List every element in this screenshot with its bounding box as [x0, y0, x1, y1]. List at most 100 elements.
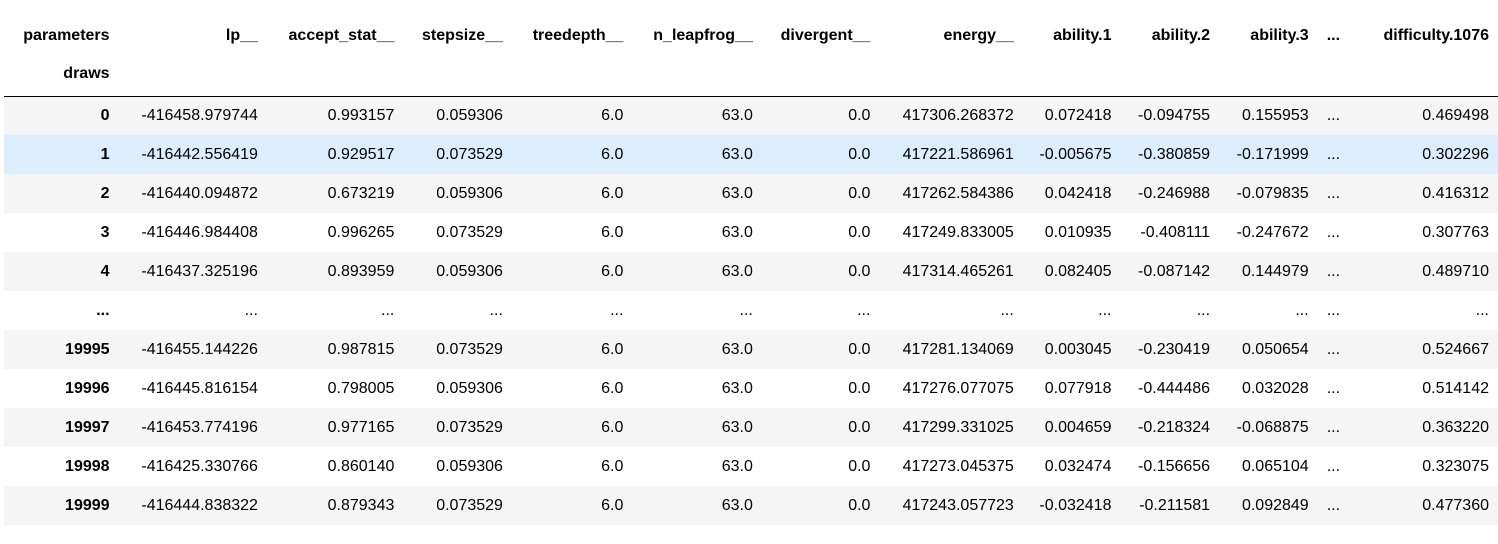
table-cell: 6.0: [601, 262, 624, 280]
table-cell: 0.363220: [1422, 418, 1489, 436]
table-cell: -0.246988: [1138, 184, 1211, 202]
row-index: 4: [100, 262, 110, 280]
table-cell: ...: [739, 301, 753, 319]
table-row: 19999 -416444.838322 0.879343 0.073529 6.0 63…: [4, 486, 1498, 525]
table-cell: 6.0: [601, 145, 624, 163]
table-cell: 0.065104: [1241, 457, 1309, 475]
table-cell: 0.524667: [1422, 340, 1489, 358]
table-cell: -416445.816154: [141, 379, 258, 397]
row-index: 19998: [65, 457, 110, 475]
table-cell: 0.477360: [1422, 496, 1489, 514]
table-cell: ...: [489, 301, 503, 319]
table-cell: 0.059306: [436, 379, 503, 397]
table-cell: 0.977165: [327, 418, 395, 436]
table-cell: 63.0: [721, 223, 753, 241]
table-cell: 0.416312: [1422, 184, 1489, 202]
table-cell: 0.073529: [436, 340, 503, 358]
column-header: treedepth__: [532, 27, 624, 44]
ellipsis-row: .......................................: [4, 291, 1498, 330]
table-cell: 63.0: [721, 340, 753, 358]
column-header: ability.1: [1053, 27, 1112, 44]
table-cell: 6.0: [601, 340, 624, 358]
table-cell: 0.323075: [1422, 457, 1489, 475]
table-cell: 0.050654: [1241, 340, 1309, 358]
row-index: 19996: [65, 379, 110, 397]
table-header: parameters lp__ accept_stat__ stepsize__…: [4, 18, 1498, 97]
table-cell: 6.0: [601, 418, 624, 436]
table-cell: 0.798005: [327, 379, 395, 397]
table-cell: ...: [1196, 301, 1211, 319]
table-cell: 0.073529: [436, 145, 503, 163]
row-index: 2: [100, 184, 110, 202]
table-cell: 0.059306: [436, 106, 503, 124]
table-cell: 0.879343: [327, 496, 395, 514]
table-cell: 0.073529: [436, 223, 503, 241]
table-cell: 0.059306: [436, 262, 503, 280]
cell-ellipsis: ...: [1326, 223, 1341, 241]
table-cell: 417306.268372: [902, 106, 1014, 124]
table-cell: 0.155953: [1241, 106, 1309, 124]
table-cell: 0.0: [848, 145, 871, 163]
table-cell: 0.059306: [436, 184, 503, 202]
table-cell: -416458.979744: [141, 106, 258, 124]
table-cell: 0.893959: [327, 262, 395, 280]
cell-ellipsis: ...: [1326, 457, 1341, 475]
table-cell: 63.0: [721, 184, 753, 202]
table-cell: -416455.144226: [141, 340, 258, 358]
table-cell: -416437.325196: [141, 262, 258, 280]
table-cell: 0.0: [848, 496, 871, 514]
cell-ellipsis: ...: [1326, 145, 1341, 163]
dataframe-table: parameters lp__ accept_stat__ stepsize__…: [4, 18, 1498, 525]
table-cell: -0.218324: [1138, 418, 1211, 436]
table-cell: -0.408111: [1140, 223, 1211, 241]
table-row: 3 -416446.984408 0.996265 0.073529 6.0 63.0 0.…: [4, 213, 1498, 252]
cell-ellipsis: ...: [1326, 418, 1341, 436]
row-index: 1: [100, 145, 110, 163]
table-cell: 0.489710: [1422, 262, 1489, 280]
table-cell: ...: [1000, 301, 1014, 319]
table-cell: 0.307763: [1422, 223, 1489, 241]
column-header: ability.3: [1250, 27, 1309, 44]
table-row: 19997 -416453.774196 0.977165 0.073529 6.0 63…: [4, 408, 1498, 447]
table-cell: ...: [1098, 301, 1112, 319]
table-cell: ...: [1295, 301, 1309, 319]
index-name-header: parameters: [23, 27, 110, 44]
table-cell: 63.0: [721, 379, 753, 397]
table-row: 19995 -416455.144226 0.987815 0.073529 6.0 63…: [4, 330, 1498, 369]
table-cell: ...: [1475, 301, 1489, 319]
column-header: accept_stat__: [288, 27, 395, 44]
table-cell: 0.059306: [436, 457, 503, 475]
table-cell: ...: [610, 301, 624, 319]
table-cell: 0.0: [848, 457, 871, 475]
column-ellipsis-header: ...: [1326, 27, 1341, 44]
table-cell: ...: [857, 301, 871, 319]
cell-ellipsis: ...: [1326, 340, 1341, 358]
table-cell: 0.929517: [327, 145, 395, 163]
table-cell: 0.0: [848, 340, 871, 358]
table-cell: -416440.094872: [141, 184, 258, 202]
table-cell: -416444.838322: [141, 496, 258, 514]
table-cell: -0.380859: [1138, 145, 1211, 163]
table-cell: 0.003045: [1044, 340, 1112, 358]
table-cell: 0.010935: [1044, 223, 1112, 241]
table-cell: -0.247672: [1236, 223, 1309, 241]
column-header: stepsize__: [422, 27, 503, 44]
table-cell: 417276.077075: [902, 379, 1014, 397]
table-cell: -0.068875: [1236, 418, 1309, 436]
table-cell: ...: [381, 301, 395, 319]
table-row: 1 -416442.556419 0.929517 0.073529 6.0 63.0 0.…: [4, 135, 1498, 174]
table-cell: 0.996265: [327, 223, 395, 241]
table-cell: 63.0: [721, 262, 753, 280]
table-row: 4 -416437.325196 0.893959 0.059306 6.0 63.0 0.…: [4, 252, 1498, 291]
table-cell: 6.0: [601, 184, 624, 202]
table-cell: 0.0: [848, 418, 871, 436]
index-name-row: draws: [4, 57, 1498, 97]
table-cell: -416425.330766: [141, 457, 258, 475]
column-header: ability.2: [1151, 27, 1211, 44]
table-cell: -0.171999: [1236, 145, 1309, 163]
table-cell: 63.0: [721, 457, 753, 475]
row-index: 0: [100, 106, 110, 124]
table-cell: 417314.465261: [902, 262, 1014, 280]
column-header: energy__: [943, 27, 1014, 44]
